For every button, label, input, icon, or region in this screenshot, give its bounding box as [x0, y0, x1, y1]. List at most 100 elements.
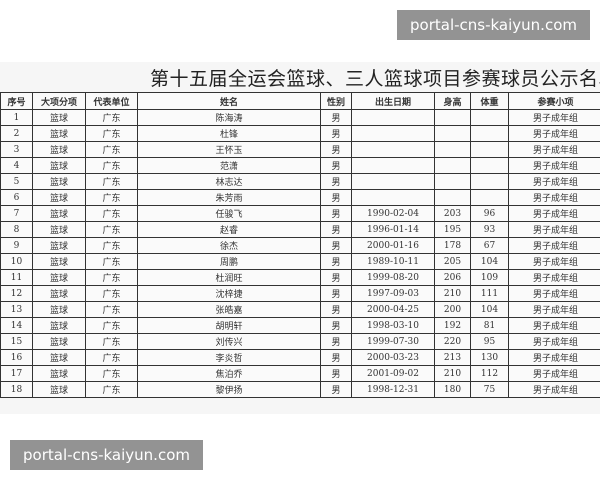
table-cell: 男	[320, 285, 352, 302]
table-cell: 81	[470, 317, 509, 334]
roster-table: 序号 大项分项 代表单位 姓名 性别 出生日期 身高 体重 参赛小项 1 篮球 广东 陈海涛男男子成年…	[0, 92, 600, 398]
table-cell: 206	[434, 269, 471, 286]
table-cell: 周鹏	[137, 253, 321, 270]
table-cell: 男	[320, 269, 352, 286]
table-row: 3 篮球 广东 王怀玉男 男子成年组	[0, 141, 600, 158]
table-cell: 男子成年组	[508, 365, 600, 382]
table-row: 12 篮球 广东 沈梓捷男 1997-09-03 210 111 男子成年组	[0, 285, 600, 302]
table-cell: 赵睿	[137, 221, 321, 238]
table-cell: 1999-07-30	[351, 333, 435, 350]
table-cell	[434, 125, 471, 142]
table-cell: 1998-03-10	[351, 317, 435, 334]
table-cell: 192	[434, 317, 471, 334]
table-cell: 篮球	[32, 333, 86, 350]
table-cell: 男子成年组	[508, 173, 600, 190]
table-cell: 93	[470, 221, 509, 238]
table-cell: 男	[320, 333, 352, 350]
table-cell: 篮球	[32, 269, 86, 286]
table-cell: 广东	[85, 173, 138, 190]
table-cell: 广东	[85, 317, 138, 334]
table-cell: 广东	[85, 189, 138, 206]
table-cell: 广东	[85, 349, 138, 366]
watermark-bottom: portal-cns-kaiyun.com	[10, 440, 203, 470]
table-header: 序号 大项分项 代表单位 姓名 性别 出生日期 身高 体重 参赛小项	[0, 92, 600, 110]
table-cell: 男	[320, 125, 352, 142]
table-cell: 男	[320, 237, 352, 254]
table-cell: 4	[0, 157, 33, 174]
table-cell: 213	[434, 349, 471, 366]
table-row: 17 篮球 广东 焦泊乔男 2001-09-02 210 112 男子成年组	[0, 365, 600, 382]
table-cell: 205	[434, 253, 471, 270]
table-cell	[470, 189, 509, 206]
table-cell: 篮球	[32, 349, 86, 366]
table-cell: 林志达	[137, 173, 321, 190]
table-cell: 男子成年组	[508, 109, 600, 126]
table-cell: 6	[0, 189, 33, 206]
table-row: 11 篮球 广东 杜润旺男 1999-08-20 206 109 男子成年组	[0, 269, 600, 286]
table-row: 7 篮球 广东 任骏飞男 1990-02-04 203 96 男子成年组	[0, 205, 600, 222]
table-cell	[351, 189, 435, 206]
column-header: 性别	[320, 92, 352, 110]
table-cell: 男子成年组	[508, 381, 600, 398]
table-cell: 1999-08-20	[351, 269, 435, 286]
table-cell: 2000-01-16	[351, 237, 435, 254]
table-cell: 18	[0, 381, 33, 398]
table-row: 4 篮球 广东 范潇男 男子成年组	[0, 157, 600, 174]
table-cell: 男	[320, 317, 352, 334]
table-cell: 男子成年组	[508, 349, 600, 366]
table-cell: 200	[434, 301, 471, 318]
table-row: 2 篮球 广东 杜锋男 男子成年组	[0, 125, 600, 142]
table-cell: 男	[320, 141, 352, 158]
table-cell: 75	[470, 381, 509, 398]
table-cell: 男子成年组	[508, 189, 600, 206]
table-cell: 203	[434, 205, 471, 222]
table-cell: 广东	[85, 205, 138, 222]
table-cell: 111	[470, 285, 509, 302]
table-cell: 220	[434, 333, 471, 350]
table-row: 5 篮球 广东 林志达男 男子成年组	[0, 173, 600, 190]
table-cell: 篮球	[32, 141, 86, 158]
table-cell: 180	[434, 381, 471, 398]
column-header: 序号	[0, 92, 33, 110]
table-cell: 男	[320, 301, 352, 318]
table-row: 9 篮球 广东 徐杰男 2000-01-16 178 67 男子成年组	[0, 237, 600, 254]
table-cell: 男子成年组	[508, 269, 600, 286]
table-cell: 男	[320, 365, 352, 382]
table-cell: 刘传兴	[137, 333, 321, 350]
table-cell: 广东	[85, 109, 138, 126]
table-cell: 广东	[85, 285, 138, 302]
table-cell: 1997-09-03	[351, 285, 435, 302]
table-cell: 15	[0, 333, 33, 350]
table-cell: 男子成年组	[508, 141, 600, 158]
table-cell: 篮球	[32, 221, 86, 238]
table-cell: 7	[0, 205, 33, 222]
column-header: 姓名	[137, 92, 321, 110]
table-cell: 11	[0, 269, 33, 286]
table-cell: 10	[0, 253, 33, 270]
table-cell: 范潇	[137, 157, 321, 174]
table-cell: 男子成年组	[508, 205, 600, 222]
table-cell: 男子成年组	[508, 253, 600, 270]
table-cell: 男子成年组	[508, 285, 600, 302]
table-cell: 广东	[85, 237, 138, 254]
table-cell: 12	[0, 285, 33, 302]
table-cell: 王怀玉	[137, 141, 321, 158]
table-cell: 178	[434, 237, 471, 254]
table-cell: 1998-12-31	[351, 381, 435, 398]
table-cell	[470, 157, 509, 174]
table-cell	[351, 109, 435, 126]
table-cell	[434, 189, 471, 206]
table-cell	[351, 125, 435, 142]
table-cell: 男	[320, 349, 352, 366]
table-cell: 2	[0, 125, 33, 142]
table-cell	[351, 157, 435, 174]
table-cell	[470, 125, 509, 142]
table-cell: 广东	[85, 381, 138, 398]
column-header: 代表单位	[85, 92, 138, 110]
table-row: 8 篮球 广东 赵睿男 1996-01-14 195 93 男子成年组	[0, 221, 600, 238]
table-cell: 李炎哲	[137, 349, 321, 366]
table-cell: 104	[470, 301, 509, 318]
table-cell	[434, 141, 471, 158]
table-cell: 广东	[85, 365, 138, 382]
table-cell: 篮球	[32, 109, 86, 126]
